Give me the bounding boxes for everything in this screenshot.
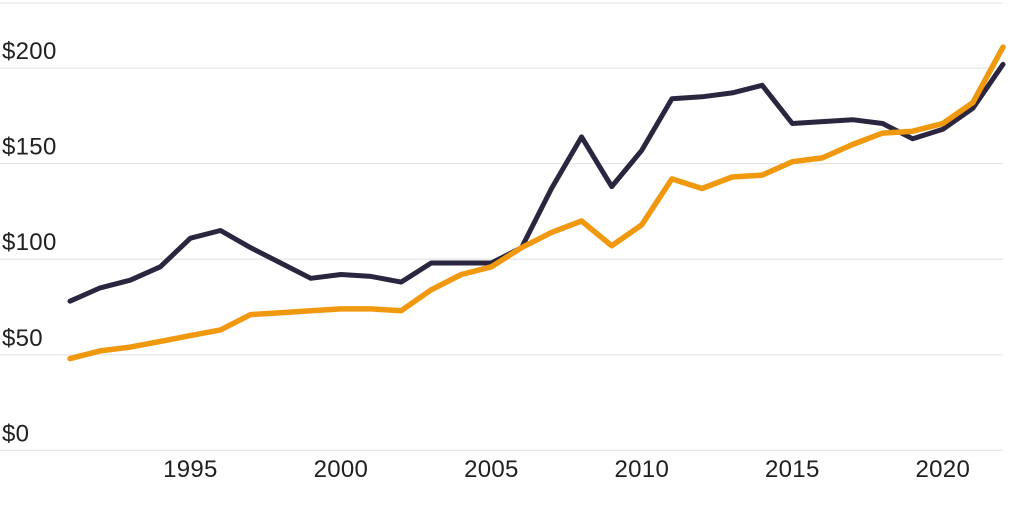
- y-tick-label-150: $150: [2, 134, 57, 161]
- y-tick-label-200: $200: [2, 38, 57, 65]
- series-layer: [67, 44, 1006, 362]
- x-axis-labels: 1995 2000 2005 2010 2015 2020: [163, 456, 970, 483]
- x-tick-label-2020: 2020: [916, 456, 971, 483]
- y-tick-label-50: $50: [2, 325, 43, 352]
- x-tick-label-1995: 1995: [163, 456, 218, 483]
- x-tick-label-2010: 2010: [615, 456, 670, 483]
- y-tick-label-100: $100: [2, 229, 57, 256]
- navy-line-series: [67, 61, 1006, 304]
- x-tick-label-2000: 2000: [314, 456, 369, 483]
- x-tick-label-2005: 2005: [464, 456, 519, 483]
- orange-line-series: [67, 44, 1006, 362]
- x-tick-label-2015: 2015: [765, 456, 820, 483]
- gridlines-layer: [0, 2, 1003, 451]
- y-tick-label-0: $0: [2, 420, 29, 447]
- y-axis-labels: $0 $50 $100 $150 $200: [2, 38, 57, 447]
